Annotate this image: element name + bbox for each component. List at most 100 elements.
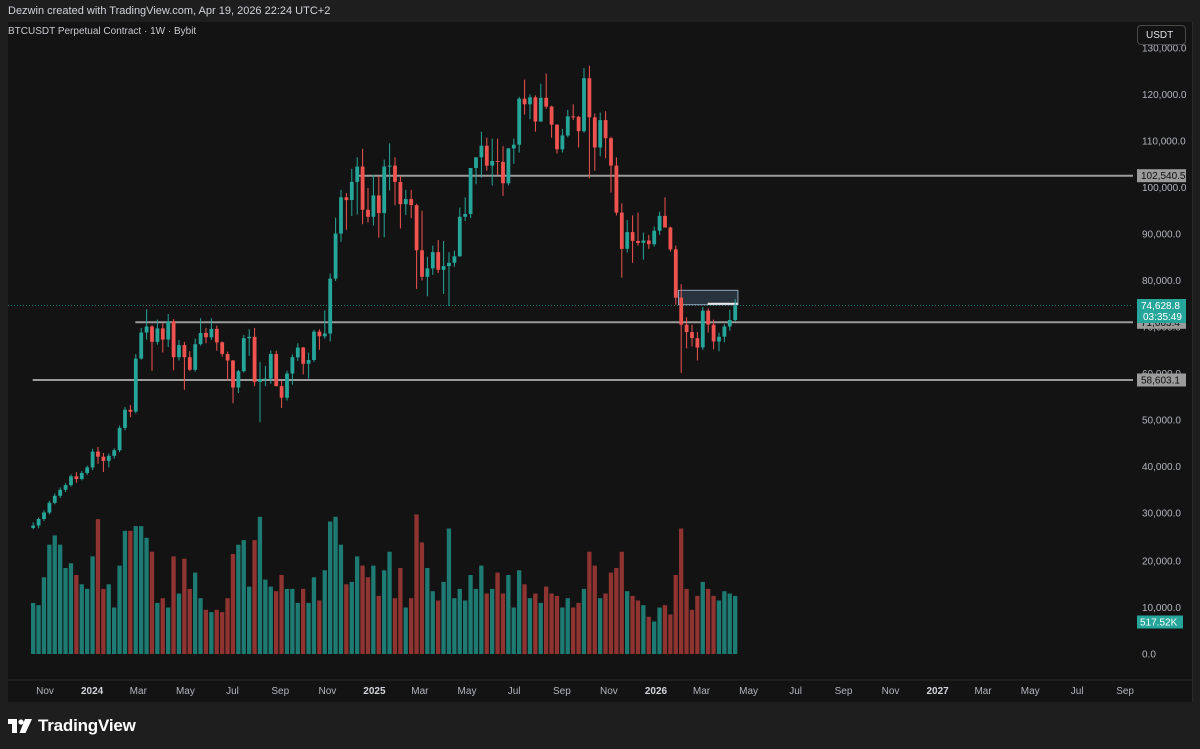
candle-body[interactable] (457, 216, 462, 257)
candle-body[interactable] (295, 347, 300, 358)
candle-body[interactable] (36, 519, 41, 526)
candle-body[interactable] (204, 333, 208, 338)
candle-body[interactable] (679, 297, 684, 325)
candle-body[interactable] (171, 321, 176, 358)
candle-body[interactable] (317, 331, 322, 337)
candle-body[interactable] (614, 165, 619, 213)
candle-body[interactable] (225, 354, 230, 361)
candle-body[interactable] (258, 379, 262, 382)
candle-body[interactable] (641, 240, 646, 243)
candle-body[interactable] (663, 215, 667, 228)
candle-body[interactable] (598, 120, 603, 148)
candle-body[interactable] (668, 227, 673, 250)
candle-body[interactable] (96, 451, 100, 457)
candle-body[interactable] (236, 371, 241, 388)
candle-body[interactable] (339, 197, 343, 234)
candle-body[interactable] (479, 145, 484, 158)
candle-body[interactable] (646, 240, 651, 245)
candle-body[interactable] (58, 489, 63, 496)
candle-body[interactable] (366, 209, 370, 217)
candle-body[interactable] (436, 252, 441, 270)
candle-body[interactable] (398, 181, 403, 205)
candle-body[interactable] (555, 124, 559, 150)
candle-body[interactable] (133, 358, 138, 412)
candle-body[interactable] (382, 166, 387, 214)
candle-body[interactable] (414, 205, 419, 251)
candle-body[interactable] (501, 161, 505, 184)
candle-body[interactable] (733, 305, 738, 321)
candle-body[interactable] (387, 165, 392, 167)
candle-body[interactable] (333, 233, 338, 279)
candle-body[interactable] (166, 321, 171, 340)
candle-body[interactable] (441, 266, 446, 270)
candle-body[interactable] (592, 117, 597, 148)
candle-body[interactable] (528, 97, 532, 105)
candle-body[interactable] (511, 144, 516, 149)
candle-body[interactable] (312, 331, 316, 360)
candle-body[interactable] (79, 473, 84, 479)
candle-body[interactable] (430, 252, 435, 269)
candle-body[interactable] (69, 476, 73, 486)
candle-body[interactable] (139, 332, 144, 359)
candle-body[interactable] (533, 97, 538, 122)
candle-body[interactable] (468, 168, 473, 214)
candle-body[interactable] (711, 324, 716, 342)
candle-body[interactable] (63, 485, 68, 490)
candle-body[interactable] (603, 120, 608, 139)
candle-body[interactable] (220, 342, 225, 354)
candle-body[interactable] (209, 328, 214, 338)
candle-body[interactable] (657, 215, 662, 231)
candle-body[interactable] (177, 345, 181, 358)
candle-body[interactable] (349, 181, 354, 200)
candle-body[interactable] (263, 378, 268, 380)
rectangle-zone[interactable] (678, 289, 739, 306)
candle-body[interactable] (673, 249, 678, 298)
candle-body[interactable] (290, 357, 295, 374)
candle-body[interactable] (576, 116, 581, 132)
candle-body[interactable] (409, 199, 414, 206)
candle-body[interactable] (47, 502, 52, 513)
candle-body[interactable] (285, 373, 289, 398)
candle-body[interactable] (695, 338, 700, 348)
currency-button[interactable]: USDT (1137, 25, 1186, 45)
candle-body[interactable] (706, 310, 711, 325)
candle-body[interactable] (684, 324, 689, 333)
candle-body[interactable] (74, 476, 79, 480)
candle-body[interactable] (652, 230, 657, 245)
candle-body[interactable] (268, 354, 273, 379)
candle-body[interactable] (328, 278, 333, 334)
candle-body[interactable] (52, 495, 57, 503)
candle-body[interactable] (522, 98, 527, 105)
candle-body[interactable] (490, 161, 495, 166)
candle-body[interactable] (117, 427, 122, 451)
candle-body[interactable] (722, 326, 727, 337)
tradingview-logo[interactable]: TradingView (8, 716, 136, 736)
candle-body[interactable] (560, 135, 565, 150)
candle-body[interactable] (123, 409, 127, 428)
candle-body[interactable] (393, 165, 397, 182)
candle-body[interactable] (193, 344, 198, 370)
candle-body[interactable] (371, 195, 376, 217)
candle-body[interactable] (155, 328, 160, 342)
candle-body[interactable] (42, 512, 46, 520)
candle-body[interactable] (322, 333, 327, 337)
candle-body[interactable] (690, 332, 694, 339)
candle-body[interactable] (484, 145, 489, 166)
candle-body[interactable] (587, 78, 592, 118)
candle-body[interactable] (90, 451, 95, 468)
candle-body[interactable] (355, 166, 360, 182)
candle-body[interactable] (376, 195, 381, 214)
candle-body[interactable] (301, 347, 306, 364)
candle-body[interactable] (144, 326, 149, 333)
candle-body[interactable] (344, 197, 349, 201)
candle-body[interactable] (112, 450, 117, 456)
candle-body[interactable] (630, 232, 635, 241)
candle-body[interactable] (306, 360, 311, 364)
candle-body[interactable] (360, 166, 365, 210)
candle-body[interactable] (274, 354, 279, 387)
candle-body[interactable] (619, 212, 624, 249)
candle-body[interactable] (101, 456, 106, 461)
candle-body[interactable] (549, 106, 554, 125)
candle-body[interactable] (495, 161, 500, 162)
candle-body[interactable] (727, 320, 732, 327)
